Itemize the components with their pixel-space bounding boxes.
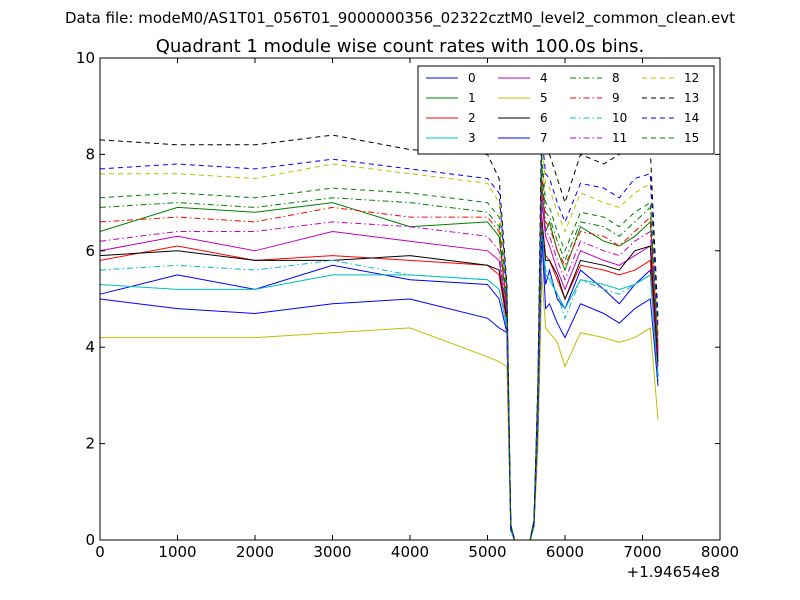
legend-label-6: 6 [540,111,548,125]
x-tick-label: 7000 [623,543,661,561]
x-tick-label: 0 [95,543,105,561]
series-layer [99,101,659,541]
legend-label-10: 10 [612,111,627,125]
y-tick-label: 0 [85,531,95,549]
y-tick-label: 4 [85,338,95,356]
x-tick-label: 4000 [391,543,429,561]
chart-title: Quadrant 1 module wise count rates with … [155,36,645,57]
legend-label-15: 15 [684,131,699,145]
series-line-0 [99,221,659,541]
legend-label-11: 11 [612,131,627,145]
series-line-4 [99,202,659,541]
legend-label-3: 3 [468,131,476,145]
figure-suptitle: Data file: modeM0/AS1T01_056T01_90000003… [64,9,736,27]
series-line-15 [99,154,659,541]
series-line-13 [99,101,659,541]
legend-label-7: 7 [540,131,548,145]
x-tick-label: 3000 [313,543,351,561]
series-line-8 [99,163,659,541]
x-tick-label: 5000 [468,543,506,561]
legend-label-5: 5 [540,91,548,105]
legend-frame [417,65,715,155]
series-line-1 [99,183,659,541]
legend-label-0: 0 [468,71,476,85]
series-line-7 [99,236,659,541]
series-line-10 [99,226,659,541]
y-tick-label: 10 [76,49,95,67]
series-line-14 [99,135,659,541]
x-tick-label: 8000 [701,543,739,561]
legend-label-2: 2 [468,111,476,125]
legend-label-14: 14 [684,111,699,125]
x-tick-label: 2000 [236,543,274,561]
y-tick-label: 6 [85,242,95,260]
legend-label-12: 12 [684,71,699,85]
series-line-9 [99,173,659,541]
series-line-6 [99,221,659,541]
x-tick-label: 1000 [158,543,196,561]
legend-label-4: 4 [540,71,548,85]
legend-label-13: 13 [684,91,699,105]
legend-label-8: 8 [612,71,620,85]
x-offset-label: +1.94654e8 [627,563,720,581]
y-tick-label: 8 [85,145,95,163]
y-tick-label: 2 [85,435,95,453]
legend-label-9: 9 [612,91,620,105]
x-tick-label: 6000 [546,543,584,561]
legend-label-1: 1 [468,91,476,105]
series-line-5 [100,274,659,541]
